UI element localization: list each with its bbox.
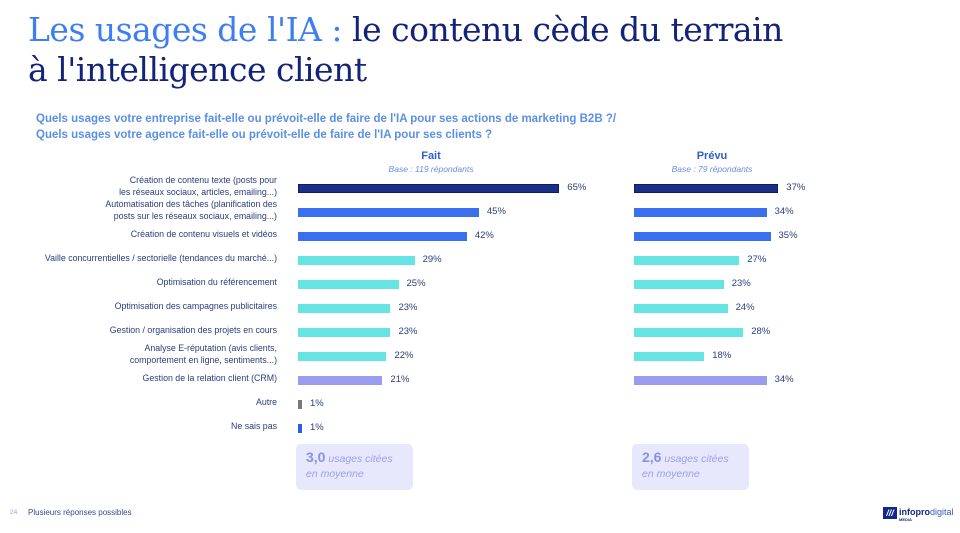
fait-column-header: Fait Base : 119 répondants [331, 150, 531, 175]
question-line1: Quels usages votre entreprise fait-elle … [36, 113, 617, 125]
title-line2: à l'intelligence client [28, 50, 367, 89]
category-label: Gestion de la relation client (CRM) [143, 372, 277, 384]
prevu-average-value: 2,6 [642, 449, 662, 465]
fait-bar [298, 255, 415, 265]
prevu-bar [634, 207, 767, 217]
prevu-column-header: Prévu Base : 79 répondants [612, 150, 812, 175]
fait-average-value: 3,0 [306, 449, 326, 465]
prevu-bar [634, 279, 724, 289]
category-label-line: Création de contenu visuels et vidéos [130, 229, 277, 239]
question-line2: Quels usages votre agence fait-elle ou p… [36, 129, 493, 141]
prevu-value-label: 35% [778, 230, 798, 241]
prevu-value-label: 23% [731, 278, 751, 289]
category-label-line: Gestion de la relation client (CRM) [142, 373, 277, 383]
prevu-value-label: 37% [786, 182, 806, 193]
infoprodigital-logo: /// infoprodigital MEDIA [883, 507, 954, 522]
title-rest: le contenu cède du terrain [342, 10, 783, 49]
category-label-line: Ne sais pas [231, 421, 277, 431]
prevu-bar [634, 183, 779, 193]
fait-value-label: 29% [422, 254, 442, 265]
category-label-line: Vaille concurrentielles / sectorielle (t… [44, 253, 277, 263]
fait-bar [298, 207, 479, 217]
category-label-line: Optimisation des campagnes publicitaires [114, 301, 277, 311]
fait-bar [298, 279, 399, 289]
category-label-line: Gestion / organisation des projets en co… [109, 325, 277, 335]
fait-bar [298, 327, 391, 337]
fait-value-label: 25% [406, 278, 426, 289]
logo-light: digital [930, 507, 954, 517]
footer-note: Plusieurs réponses possibles [28, 508, 132, 517]
fait-bar [298, 231, 467, 241]
fait-value-label: 22% [394, 350, 414, 361]
prevu-value-label: 34% [774, 206, 794, 217]
category-label-line: Création de contenu texte (posts pour [129, 175, 277, 185]
category-label-line: les réseaux sociaux, articles, emailing.… [119, 187, 277, 197]
category-label: Vaille concurrentielles / sectorielle (t… [45, 252, 277, 264]
prevu-average-box: 2,6 usages citées en moyenne [632, 444, 749, 490]
prevu-value-label: 24% [735, 302, 755, 313]
prevu-value-label: 18% [712, 350, 732, 361]
fait-value-label: 1% [310, 422, 324, 433]
category-label-line: comportement en ligne, sentiments...) [129, 355, 277, 365]
prevu-bar [634, 351, 705, 361]
fait-column-base: Base : 119 répondants [388, 164, 474, 174]
prevu-bar [634, 327, 744, 337]
category-label: Gestion / organisation des projets en co… [110, 324, 277, 336]
prevu-column-title: Prévu [696, 150, 728, 162]
logo-mark-icon: /// [883, 507, 897, 519]
category-label-line: posts sur les réseaux sociaux, emailing.… [113, 211, 277, 221]
prevu-average-text: usages citées [661, 453, 729, 465]
category-label-line: Analyse E-réputation (avis clients, [144, 343, 277, 353]
fait-value-label: 23% [398, 326, 418, 337]
category-label-line: Autre [255, 397, 277, 407]
fait-average-text: usages citées [325, 453, 393, 465]
category-label: Optimisation du référencement [157, 276, 277, 288]
prevu-bar [634, 255, 740, 265]
page-title: Les usages de l'IA : le contenu cède du … [28, 10, 783, 90]
prevu-column-base: Base : 79 répondants [671, 164, 753, 174]
fait-average-text2: en moyenne [306, 468, 364, 480]
category-label-line: Automatisation des tâches (planification… [105, 199, 277, 209]
prevu-value-label: 27% [747, 254, 767, 265]
fait-value-label: 65% [567, 182, 587, 193]
survey-question: Quels usages votre entreprise fait-elle … [36, 111, 616, 143]
fait-bar [298, 375, 383, 385]
fait-bar [298, 303, 391, 313]
fait-value-label: 42% [474, 230, 494, 241]
page-number: 24 [10, 509, 18, 516]
category-label: Automatisation des tâches (planification… [105, 198, 277, 222]
prevu-value-label: 28% [751, 326, 771, 337]
category-label: Autre [256, 396, 277, 408]
fait-value-label: 23% [398, 302, 418, 313]
fait-value-label: 1% [310, 398, 324, 409]
prevu-bar [634, 303, 728, 313]
fait-bar [298, 423, 303, 433]
fait-bar [298, 399, 303, 409]
prevu-bar [634, 375, 767, 385]
fait-column-title: Fait [421, 150, 441, 162]
category-label-line: Optimisation du référencement [156, 277, 277, 287]
fait-value-label: 21% [390, 374, 410, 385]
title-highlight: Les usages de l'IA : [28, 10, 343, 49]
category-label: Ne sais pas [231, 420, 277, 432]
fait-bar [298, 183, 560, 193]
category-label: Création de contenu visuels et vidéos [131, 228, 277, 240]
prevu-value-label: 34% [774, 374, 794, 385]
logo-bold: infopro [899, 507, 930, 517]
category-label: Optimisation des campagnes publicitaires [115, 300, 277, 312]
category-label: Création de contenu texte (posts pour les… [119, 174, 277, 198]
logo-sub: MEDIA [899, 517, 912, 522]
category-label: Analyse E-réputation (avis clients, compo… [130, 342, 277, 366]
fait-average-box: 3,0 usages citées en moyenne [296, 444, 413, 490]
fait-value-label: 45% [486, 206, 506, 217]
prevu-bar [634, 231, 771, 241]
prevu-average-text2: en moyenne [642, 468, 700, 480]
fait-bar [298, 351, 387, 361]
